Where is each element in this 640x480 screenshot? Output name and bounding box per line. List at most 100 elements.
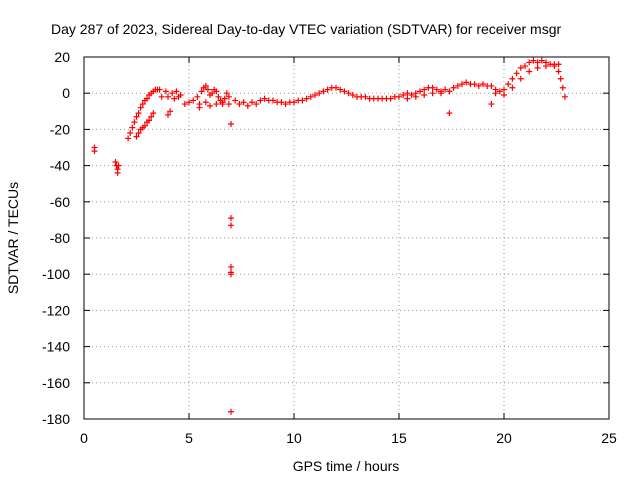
data-point <box>303 95 310 102</box>
data-point <box>240 99 247 106</box>
data-point <box>475 82 482 89</box>
data-point <box>173 88 180 95</box>
data-point <box>396 93 402 100</box>
data-point <box>345 90 352 97</box>
data-point <box>115 162 122 169</box>
data-point <box>125 135 132 142</box>
data-point <box>471 81 478 88</box>
data-point <box>131 119 138 126</box>
data-point <box>526 59 533 66</box>
data-point <box>158 93 165 100</box>
data-point <box>114 169 121 176</box>
data-point <box>543 63 549 70</box>
data-point <box>112 158 119 165</box>
data-point <box>133 113 140 120</box>
data-point <box>165 93 171 100</box>
data-point <box>194 93 201 100</box>
data-point <box>538 57 545 64</box>
data-point <box>530 57 537 64</box>
data-point <box>225 101 232 108</box>
data-point <box>404 95 411 102</box>
data-point <box>215 93 222 100</box>
data-point <box>228 222 234 229</box>
data-point <box>509 84 516 91</box>
data-point <box>522 63 528 70</box>
x-axis-label: GPS time / hours <box>293 458 400 474</box>
data-point <box>454 82 461 89</box>
data-point <box>213 101 220 108</box>
data-point <box>249 99 255 106</box>
data-point <box>198 88 205 95</box>
data-point <box>412 93 419 100</box>
data-point <box>202 99 209 106</box>
x-tick-label: 25 <box>601 430 617 446</box>
data-point <box>139 101 146 108</box>
data-point <box>480 81 486 88</box>
data-point <box>127 130 134 137</box>
data-point <box>307 93 314 100</box>
data-point <box>150 110 157 117</box>
data-point <box>400 92 407 99</box>
data-point <box>186 99 192 106</box>
data-point <box>299 97 306 104</box>
data-point <box>509 75 516 82</box>
data-point <box>148 113 155 120</box>
data-point <box>228 120 234 127</box>
data-point <box>488 101 495 108</box>
data-point <box>438 90 444 97</box>
data-point <box>337 86 344 93</box>
data-point <box>133 133 140 140</box>
data-point <box>517 64 524 71</box>
data-point <box>228 263 234 270</box>
y-tick-label: 0 <box>62 85 70 101</box>
x-tick-label: 15 <box>391 430 407 446</box>
data-point <box>387 95 394 102</box>
data-point <box>202 82 209 89</box>
data-point <box>228 215 234 222</box>
data-point <box>501 86 507 93</box>
data-point <box>177 92 184 99</box>
data-point <box>362 93 369 100</box>
data-point <box>501 92 507 99</box>
x-tick-label: 0 <box>80 430 88 446</box>
data-point <box>555 68 562 75</box>
data-point <box>349 92 356 99</box>
data-point <box>333 84 339 91</box>
data-point <box>137 104 144 111</box>
data-point <box>488 82 495 89</box>
data-point <box>146 117 153 124</box>
y-tick-label: -60 <box>50 194 70 210</box>
data-point <box>534 59 541 66</box>
data-point <box>169 90 176 97</box>
data-point <box>555 61 562 68</box>
data-point <box>181 101 188 108</box>
x-tick-label: 20 <box>496 430 512 446</box>
data-point <box>417 88 423 95</box>
data-point <box>209 90 216 97</box>
y-tick-label: 20 <box>54 49 70 65</box>
data-point <box>156 86 163 93</box>
y-tick-label: -40 <box>50 158 70 174</box>
data-point <box>446 110 453 117</box>
y-tick-label: -100 <box>42 266 70 282</box>
chart-title: Day 287 of 2023, Sidereal Day-to-day VTE… <box>51 21 561 37</box>
data-point <box>244 102 251 109</box>
y-tick-label: -180 <box>42 411 70 427</box>
y-tick-label: -160 <box>42 375 70 391</box>
y-tick-label: -20 <box>50 121 70 137</box>
data-point <box>429 90 436 97</box>
data-point <box>261 95 268 102</box>
data-point <box>320 88 327 95</box>
data-point <box>213 88 220 95</box>
data-point <box>278 99 285 106</box>
data-point <box>228 408 234 415</box>
data-point <box>232 97 239 104</box>
data-point <box>167 108 174 115</box>
data-point <box>505 81 512 88</box>
y-tick-label: -80 <box>50 230 70 246</box>
data-point <box>196 104 203 111</box>
x-tick-label: 5 <box>185 430 193 446</box>
y-axis-label: SDTVAR / TECUs <box>5 182 21 294</box>
data-point <box>404 90 411 97</box>
axis-ticks: 0 5 10 15 20 25 20 0 -20 -40 -60 -80 -100 -120 -140 -16… <box>42 49 617 446</box>
